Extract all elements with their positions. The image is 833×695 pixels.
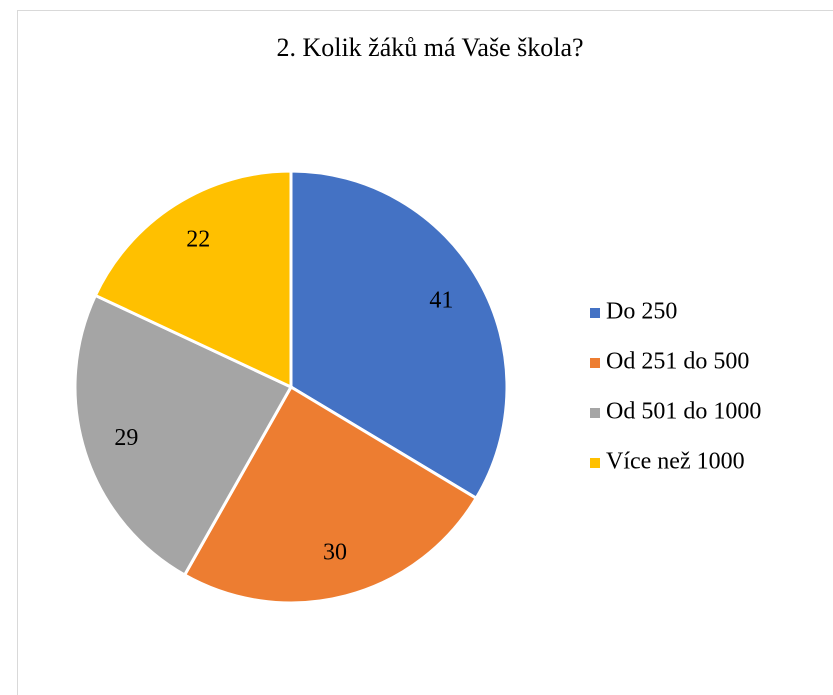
data-label: 41 <box>429 287 453 313</box>
data-label: 30 <box>323 540 347 566</box>
pie-slice <box>182 384 479 605</box>
legend-swatch <box>590 358 600 368</box>
legend-label: Do 250 <box>606 299 677 325</box>
data-label: 29 <box>114 425 138 451</box>
legend-label: Více než 1000 <box>606 449 745 475</box>
legend-label: Od 501 do 1000 <box>606 399 761 425</box>
chart-title: 2. Kolik žáků má Vaše škola? <box>276 33 583 62</box>
data-label: 22 <box>186 227 210 253</box>
legend-swatch <box>590 458 600 468</box>
pie-slice <box>289 169 509 501</box>
pie-slice <box>93 169 293 390</box>
legend-swatch <box>590 308 600 318</box>
legend-swatch <box>590 408 600 418</box>
legend-label: Od 251 do 500 <box>606 349 749 375</box>
pie-slice <box>73 293 294 578</box>
